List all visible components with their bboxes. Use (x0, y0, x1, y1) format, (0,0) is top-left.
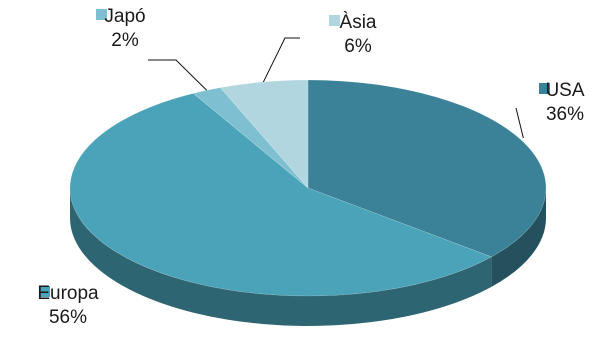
legend-swatch-Japó (96, 9, 107, 20)
slice-percent: 56% (49, 307, 87, 328)
slice-label: Àsia (340, 12, 377, 33)
pie-sides (70, 188, 546, 327)
pie-side-0 (491, 188, 546, 287)
leader-line-Japó (148, 59, 208, 91)
slice-label: USA (545, 80, 584, 101)
slice-label: Japó (104, 6, 145, 27)
legend-swatch-USA (539, 83, 550, 94)
leader-line-Àsia (262, 37, 300, 83)
pie-slice-Europa (69, 93, 493, 297)
pie-slice-Àsia (219, 79, 309, 189)
slice-percent: 6% (344, 36, 372, 57)
slice-percent: 36% (546, 104, 584, 125)
legend-swatch-Àsia (329, 15, 340, 26)
pie-side-1 (70, 188, 492, 327)
leader-line-USA (515, 107, 524, 139)
legend-swatch-Europa (39, 286, 50, 297)
leader-lines (148, 37, 524, 139)
slice-label: Europa (37, 283, 99, 304)
pie-slice-USA (307, 79, 547, 258)
slice-percent: 2% (111, 30, 139, 51)
slice-labels: USA 36% Europa 56% Japó 2% Àsia 6% (37, 6, 584, 328)
pie-tops (69, 79, 547, 297)
